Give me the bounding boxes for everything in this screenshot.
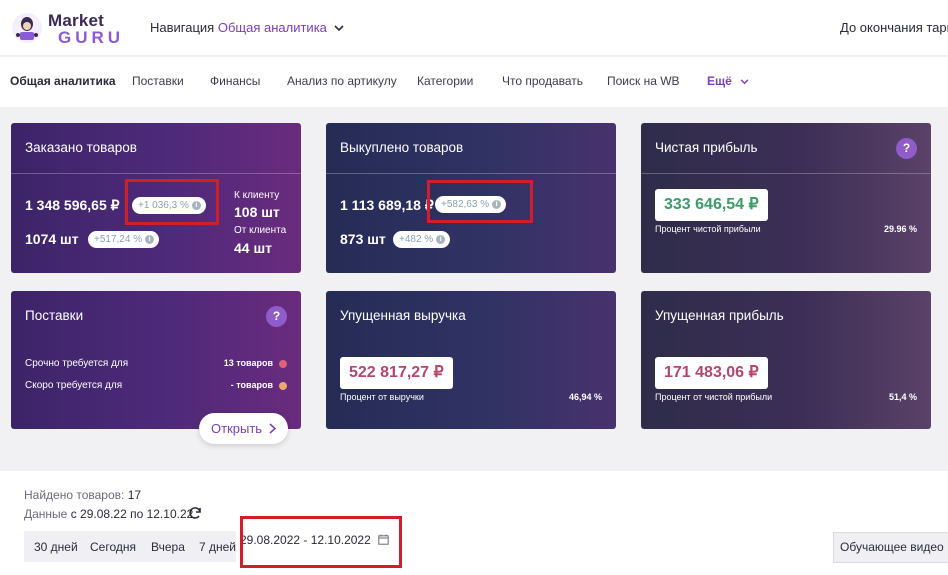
net-profit-percent-value: 29.96 % [883, 224, 917, 234]
info-icon: i [492, 200, 502, 209]
lost-profit-percent-label: Процент от чистой прибыли [655, 392, 773, 402]
lost-revenue-percent-value: 46,94 % [568, 392, 602, 402]
tab-supplies[interactable]: Поставки [132, 74, 184, 88]
range-7-days[interactable]: 7 дней [199, 540, 237, 554]
urgent-status-dot [279, 360, 287, 368]
urgent-required-value: 13 товаров [223, 358, 273, 368]
tutorial-video-button[interactable]: Обучающее видео [833, 532, 948, 563]
data-period: Данные с 29.08.22 по 12.10.22 [24, 507, 193, 521]
main-tabs: Общая аналитика Поставки Финансы Анализ … [0, 57, 948, 107]
tariff-deadline: До окончания тариф [840, 20, 948, 35]
tab-finance[interactable]: Финансы [210, 74, 261, 88]
soon-required-value: - товаров [230, 380, 273, 390]
tab-categories[interactable]: Категории [417, 74, 474, 88]
tab-more[interactable]: Ещё [707, 74, 749, 88]
card-net-profit: Чистая прибыль ? 333 646,54 ₽ Процент чи… [641, 123, 931, 273]
highlight-box [125, 179, 219, 225]
info-icon: i [191, 201, 201, 210]
badge-text: +582,63 % [441, 199, 490, 210]
filters-panel: Найдено товаров: 17 Данные с 29.08.22 по… [0, 471, 948, 575]
lost-profit-percent-value: 51,4 % [888, 392, 917, 402]
bought-amount: 1 113 689,18 ₽ [340, 197, 434, 213]
open-supplies-button[interactable]: Открыть [199, 413, 288, 444]
card-bought-goods: Выкуплено товаров 1 113 689,18 ₽ +582,63… [326, 123, 616, 273]
help-icon[interactable]: ? [896, 138, 917, 159]
highlight-box [427, 180, 533, 223]
from-client-value: 44 шт [234, 240, 272, 256]
tab-article-analysis[interactable]: Анализ по артикулу [287, 74, 397, 88]
to-client-value: 108 шт [234, 204, 280, 220]
card-title: Упущенная прибыль [655, 308, 784, 323]
to-client-label: К клиенту [234, 190, 280, 201]
refresh-icon[interactable] [188, 506, 202, 520]
card-ordered-goods: Заказано товаров 1 348 596,65 ₽ +1 036,3… [11, 123, 301, 273]
guru-mascot-icon [12, 13, 42, 43]
urgent-required-label: Срочно требуется для [25, 358, 129, 369]
range-yesterday[interactable]: Вчера [151, 540, 185, 554]
card-title: Упущенная выручка [340, 308, 466, 323]
data-label: Данные [24, 507, 68, 521]
lost-profit-value: 171 483,06 ₽ [655, 357, 768, 389]
date-range-value: 29.08.2022 - 12.10.2022 [240, 533, 371, 547]
range-today[interactable]: Сегодня [90, 540, 136, 554]
navigation-dropdown[interactable]: Навигация Общая аналитика [150, 20, 344, 35]
open-button-label: Открыть [211, 421, 263, 436]
navigation-label: Навигация [150, 20, 215, 35]
badge-text: +1 036,3 % [138, 200, 189, 211]
logo-text-market: Market [48, 11, 105, 30]
found-products: Найдено товаров: 17 [24, 488, 141, 502]
ordered-amount: 1 348 596,65 ₽ [25, 197, 120, 213]
ordered-count-change-badge[interactable]: +517,24 % i [88, 231, 160, 248]
range-30-days[interactable]: 30 дней [34, 540, 78, 554]
bought-amount-change-badge[interactable]: +582,63 % i [435, 196, 507, 213]
badge-text: +482 % [399, 234, 434, 245]
help-icon[interactable]: ? [266, 306, 287, 327]
bought-count-change-badge[interactable]: +482 % i [393, 231, 451, 248]
tab-wb-search[interactable]: Поиск на WB [607, 74, 680, 88]
found-value: 17 [127, 488, 142, 502]
net-profit-value: 333 646,54 ₽ [655, 189, 768, 221]
bought-count: 873 шт [340, 231, 386, 247]
found-label: Найдено товаров: [24, 488, 125, 502]
lost-revenue-value: 522 817,27 ₽ [340, 357, 453, 389]
chevron-right-icon [269, 423, 276, 434]
card-divider [641, 173, 931, 174]
card-divider [11, 173, 301, 174]
info-icon: i [145, 235, 155, 244]
date-range-picker[interactable]: 29.08.2022 - 12.10.2022 [240, 533, 389, 547]
logo-text-guru: GURU [58, 28, 125, 47]
soon-required-label: Скоро требуется для [25, 380, 123, 391]
quick-range-group: 30 дней Сегодня Вчера 7 дней [24, 531, 236, 562]
card-divider [326, 173, 616, 174]
chevron-down-icon [740, 79, 749, 85]
card-lost-revenue: Упущенная выручка 522 817,27 ₽ Процент о… [326, 291, 616, 429]
tab-more-label: Ещё [707, 74, 732, 88]
tab-what-to-sell[interactable]: Что продавать [502, 74, 584, 88]
card-title: Выкуплено товаров [340, 140, 464, 155]
logo[interactable]: Market GURU [10, 9, 120, 49]
card-title: Поставки [25, 308, 84, 323]
tab-general-analytics[interactable]: Общая аналитика [10, 74, 116, 88]
card-supplies: Поставки ? Срочно требуется для 13 товар… [11, 291, 301, 429]
ordered-count: 1074 шт [25, 231, 79, 247]
highlight-box [240, 516, 402, 568]
data-value: с 29.08.22 по 12.10.22 [70, 507, 194, 521]
from-client-label: От клиента [234, 225, 287, 236]
soon-status-dot [279, 382, 287, 390]
card-title: Заказано товаров [25, 140, 137, 155]
calendar-icon [378, 534, 389, 545]
chevron-down-icon [333, 25, 344, 32]
info-icon: i [436, 235, 446, 244]
ordered-amount-change-badge[interactable]: +1 036,3 % i [132, 197, 206, 214]
lost-revenue-percent-label: Процент от выручки [340, 392, 424, 402]
card-title: Чистая прибыль [655, 140, 758, 155]
card-lost-profit: Упущенная прибыль 171 483,06 ₽ Процент о… [641, 291, 931, 429]
top-header: Market GURU Навигация Общая аналитика До… [0, 0, 948, 56]
badge-text: +517,24 % [94, 234, 143, 245]
net-profit-percent-label: Процент чистой прибыли [655, 224, 761, 234]
navigation-current: Общая аналитика [217, 20, 327, 35]
